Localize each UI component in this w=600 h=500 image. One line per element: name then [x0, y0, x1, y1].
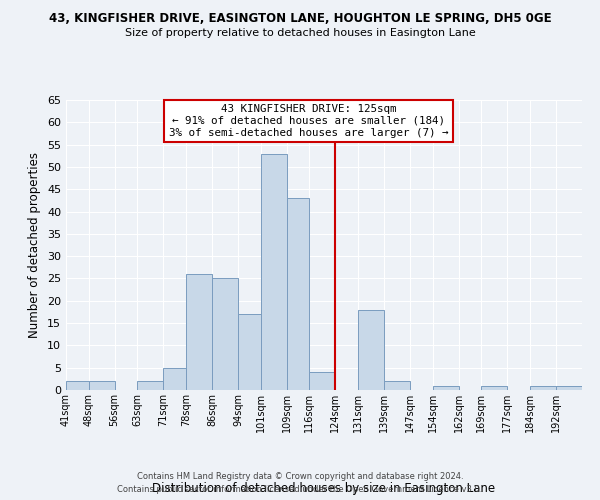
Bar: [433, 386, 458, 390]
Y-axis label: Number of detached properties: Number of detached properties: [28, 152, 41, 338]
Text: 43, KINGFISHER DRIVE, EASINGTON LANE, HOUGHTON LE SPRING, DH5 0GE: 43, KINGFISHER DRIVE, EASINGTON LANE, HO…: [49, 12, 551, 26]
Bar: [556, 386, 582, 390]
Bar: [358, 310, 384, 390]
Bar: [261, 154, 287, 390]
Text: Contains HM Land Registry data © Crown copyright and database right 2024.
Contai: Contains HM Land Registry data © Crown c…: [118, 472, 482, 494]
Bar: [89, 381, 115, 390]
Bar: [310, 372, 335, 390]
Bar: [163, 368, 186, 390]
Bar: [212, 278, 238, 390]
X-axis label: Distribution of detached houses by size in Easington Lane: Distribution of detached houses by size …: [152, 482, 496, 495]
Bar: [481, 386, 508, 390]
Bar: [384, 381, 410, 390]
Text: Size of property relative to detached houses in Easington Lane: Size of property relative to detached ho…: [125, 28, 475, 38]
Bar: [137, 381, 163, 390]
Bar: [66, 381, 89, 390]
Bar: [186, 274, 212, 390]
Bar: [530, 386, 556, 390]
Text: 43 KINGFISHER DRIVE: 125sqm
← 91% of detached houses are smaller (184)
3% of sem: 43 KINGFISHER DRIVE: 125sqm ← 91% of det…: [169, 104, 448, 138]
Bar: [287, 198, 310, 390]
Bar: [238, 314, 261, 390]
